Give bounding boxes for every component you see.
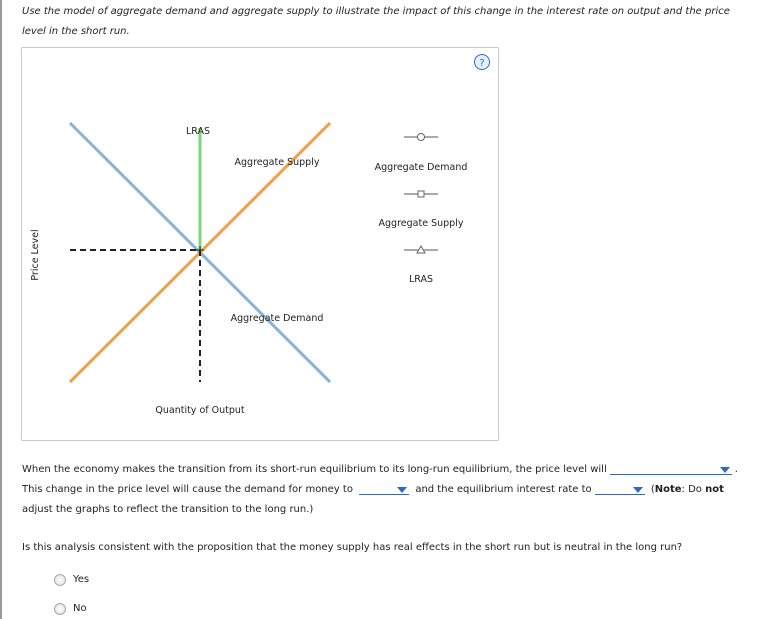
dropdown[interactable]: [594, 482, 645, 495]
instruction: Use the model of aggregate demand and ag…: [22, 6, 730, 37]
y-axis-label: Price Level: [30, 229, 41, 280]
graph-panel: [21, 47, 499, 441]
note-text: Note: [654, 484, 682, 495]
note-text: not: [705, 484, 724, 495]
legend-label[interactable]: Aggregate Demand: [375, 162, 468, 173]
legend: Aggregate Demand Aggregate Supply LRAS: [375, 133, 468, 285]
x-axis-label: Quantity of Output: [155, 405, 245, 416]
q1-text: and the equilibrium interest rate to: [415, 484, 592, 495]
as-label: Aggregate Supply: [235, 157, 320, 168]
ad-label: Aggregate Demand: [231, 313, 324, 324]
help-icon[interactable]: ?: [479, 58, 484, 69]
note-text: adjust the graphs to reflect the transit…: [22, 504, 314, 515]
radio-button[interactable]: [54, 574, 66, 586]
equilibrium-point: [196, 246, 204, 254]
question-2: Is this analysis consistent with the pro…: [22, 542, 683, 553]
lras-label: LRAS: [186, 126, 210, 137]
left-border: [0, 0, 2, 619]
dropdown[interactable]: [359, 482, 410, 495]
option-label[interactable]: No: [73, 603, 87, 614]
note-text: : Do: [681, 484, 702, 495]
help-button[interactable]: ?: [474, 54, 490, 70]
q1-text: . This change in the price level will ca…: [22, 464, 738, 495]
question-1: When the economy makes the transition fr…: [22, 460, 752, 520]
dropdown[interactable]: [609, 462, 732, 475]
note-text: (: [650, 484, 655, 495]
q1-text: When the economy makes the transition fr…: [22, 464, 607, 475]
legend-label[interactable]: LRAS: [409, 274, 433, 285]
legend-label[interactable]: Aggregate Supply: [379, 218, 464, 229]
radio-button[interactable]: [54, 603, 66, 615]
option-label[interactable]: Yes: [73, 574, 90, 585]
